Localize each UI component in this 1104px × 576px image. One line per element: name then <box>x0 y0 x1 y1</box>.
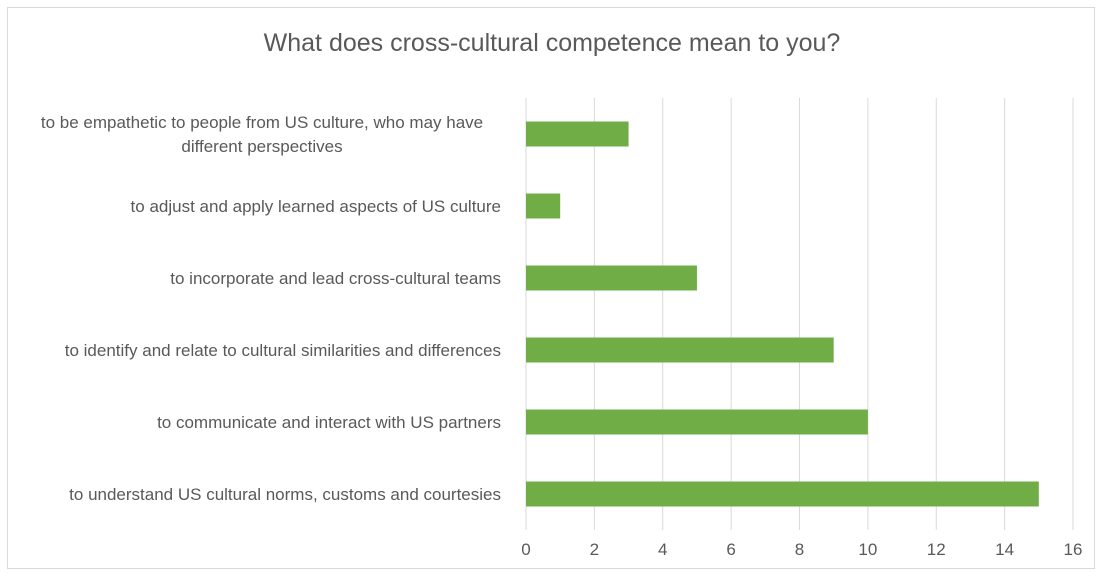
x-tick-label: 4 <box>658 540 667 559</box>
x-tick-label: 14 <box>995 540 1014 559</box>
x-tick-label: 2 <box>590 540 599 559</box>
x-tick-label: 8 <box>795 540 804 559</box>
x-tick-label: 12 <box>927 540 946 559</box>
bar <box>526 409 868 435</box>
x-tick-label: 6 <box>726 540 735 559</box>
x-tick-label: 16 <box>1064 540 1083 559</box>
category-label: to understand US cultural norms, customs… <box>69 485 501 504</box>
x-tick-label: 10 <box>858 540 877 559</box>
category-label: to incorporate and lead cross-cultural t… <box>170 269 501 288</box>
bar <box>526 337 834 363</box>
category-label: to identify and relate to cultural simil… <box>65 341 501 360</box>
chart-title: What does cross-cultural competence mean… <box>263 29 841 57</box>
bar <box>526 481 1039 507</box>
category-label: to adjust and apply learned aspects of U… <box>131 197 501 216</box>
bar <box>526 265 697 291</box>
bar <box>526 193 561 219</box>
category-label: to communicate and interact with US part… <box>157 413 501 432</box>
category-label: to be empathetic to people from US cultu… <box>41 113 483 156</box>
x-tick-label: 0 <box>521 540 530 559</box>
bar <box>526 121 629 147</box>
